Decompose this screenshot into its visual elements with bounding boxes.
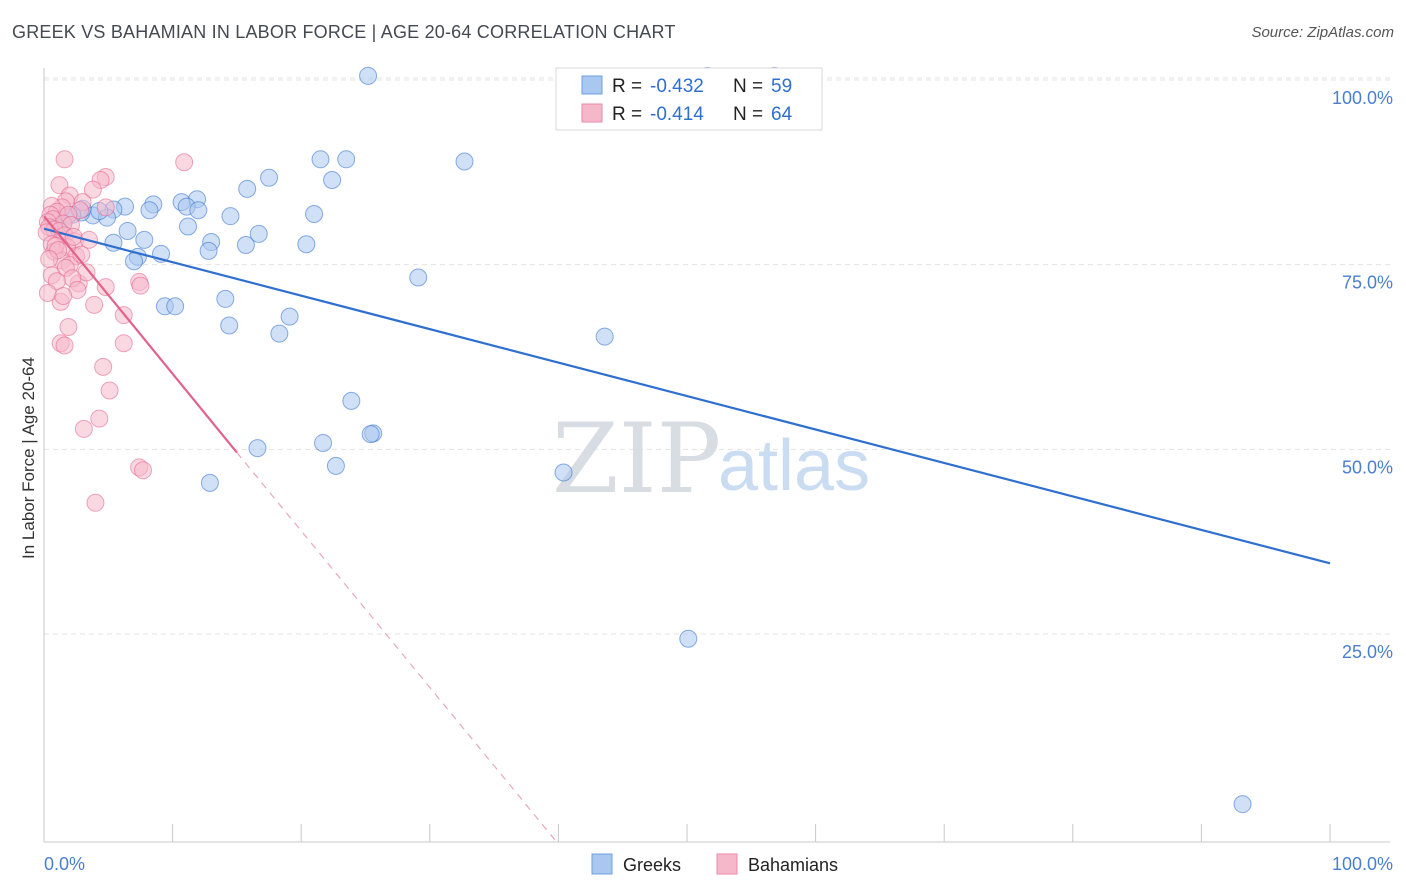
legend-swatch-bahamians [581, 103, 603, 123]
legend-box: R = -0.432 N = 59 R = -0.414 N = 64 [555, 67, 823, 131]
bahamians-point [38, 284, 57, 303]
bahamians-point [131, 276, 150, 295]
legend-n-value: 64 [771, 104, 793, 125]
greeks-point [199, 241, 218, 260]
greeks-point [118, 221, 137, 240]
x-tick-label: 100.0% [1332, 854, 1393, 874]
legend-r-label: R = [612, 76, 642, 97]
bottom-legend-label-bahamians: Bahamians [748, 855, 838, 875]
greeks-point [409, 268, 428, 287]
legend-n-value: 59 [771, 76, 792, 97]
bahamians-point [94, 357, 113, 376]
bahamians-point [90, 409, 109, 428]
legend-r-value: -0.432 [650, 76, 704, 97]
y-tick-label: 25.0% [1342, 642, 1393, 662]
bahamians-point [100, 381, 119, 400]
greeks-point [314, 433, 333, 452]
greeks-point [297, 235, 316, 254]
y-axis-label: In Labor Force | Age 20-64 [19, 357, 38, 559]
x-tick-label: 0.0% [44, 854, 85, 874]
greeks-point [238, 179, 257, 198]
greeks-point [140, 201, 159, 220]
y-tick-label: 75.0% [1342, 273, 1393, 293]
bahamians-trend-extension [236, 452, 559, 845]
greeks-point [311, 150, 330, 169]
bahamians-point [96, 278, 115, 297]
bahamians-point [83, 180, 102, 199]
bahamians-point [54, 286, 73, 305]
trend-lines [43, 215, 1331, 845]
legend-row-greeks: R = -0.432 N = 59 [581, 75, 792, 97]
bottom-legend: Greeks Bahamians [591, 853, 838, 875]
greeks-point [337, 150, 356, 169]
greeks-point [455, 152, 474, 171]
bahamians-point [74, 419, 93, 438]
y-tick-label: 100.0% [1332, 88, 1393, 108]
watermark-atlas: atlas [718, 426, 870, 506]
greeks-point [270, 324, 289, 343]
source-label: Source: ZipAtlas.com [1251, 24, 1394, 41]
greeks-trend-line [43, 227, 1331, 565]
greeks-point [221, 207, 240, 226]
bahamians-point [55, 336, 74, 355]
bahamians-trend-line [43, 215, 238, 454]
series-bahamians-points [37, 150, 194, 512]
bahamians-point [40, 250, 59, 269]
greeks-point [200, 473, 219, 492]
greeks-point [359, 66, 378, 85]
watermark-zip: ZIP [552, 403, 721, 515]
legend-n-label: N = [733, 104, 763, 125]
chart-title: GREEK VS BAHAMIAN IN LABOR FORCE | AGE 2… [12, 22, 676, 42]
greeks-point [260, 168, 279, 187]
greeks-point [236, 235, 255, 254]
axes [43, 68, 1390, 843]
legend-r-value: -0.414 [650, 104, 704, 125]
greeks-point [305, 204, 324, 223]
legend-r-label: R = [612, 104, 642, 125]
bahamians-point [114, 334, 133, 353]
greeks-point [248, 439, 267, 458]
bahamians-point [96, 198, 115, 217]
bottom-legend-swatch-greeks [591, 853, 613, 875]
bottom-legend-label-greeks: Greeks [623, 855, 681, 875]
bottom-legend-swatch-bahamians [716, 853, 738, 875]
y-tick-labels: 25.0% 50.0% 75.0% 100.0% [1332, 88, 1393, 662]
greeks-point [326, 456, 345, 475]
watermark: ZIP atlas [552, 403, 870, 515]
legend-n-label: N = [733, 76, 763, 97]
greeks-point [220, 316, 239, 335]
bahamians-point [86, 493, 105, 512]
bahamians-point [134, 461, 153, 480]
y-tick-label: 50.0% [1342, 457, 1393, 477]
greeks-point [679, 629, 698, 648]
bahamians-point [175, 153, 194, 172]
greeks-point [216, 289, 235, 308]
bahamians-point [85, 295, 104, 314]
greeks-point [361, 425, 380, 444]
greeks-point [342, 391, 361, 410]
legend-row-bahamians: R = -0.414 N = 64 [581, 103, 793, 125]
greeks-point [125, 252, 144, 271]
legend-swatch-greeks [581, 75, 603, 95]
grid-lines [44, 77, 1390, 635]
greeks-point [1233, 795, 1252, 814]
greeks-point [554, 463, 573, 482]
bahamians-point [55, 150, 74, 169]
greeks-point [189, 201, 208, 220]
greeks-point [135, 230, 154, 249]
greeks-point [249, 224, 268, 243]
bahamians-point [59, 317, 78, 336]
x-tick-labels: 0.0% 100.0% [44, 854, 1393, 874]
greeks-point [166, 297, 185, 316]
greeks-point [280, 307, 299, 326]
greeks-point [595, 327, 614, 346]
greeks-point [323, 170, 342, 189]
greeks-point [179, 217, 198, 236]
